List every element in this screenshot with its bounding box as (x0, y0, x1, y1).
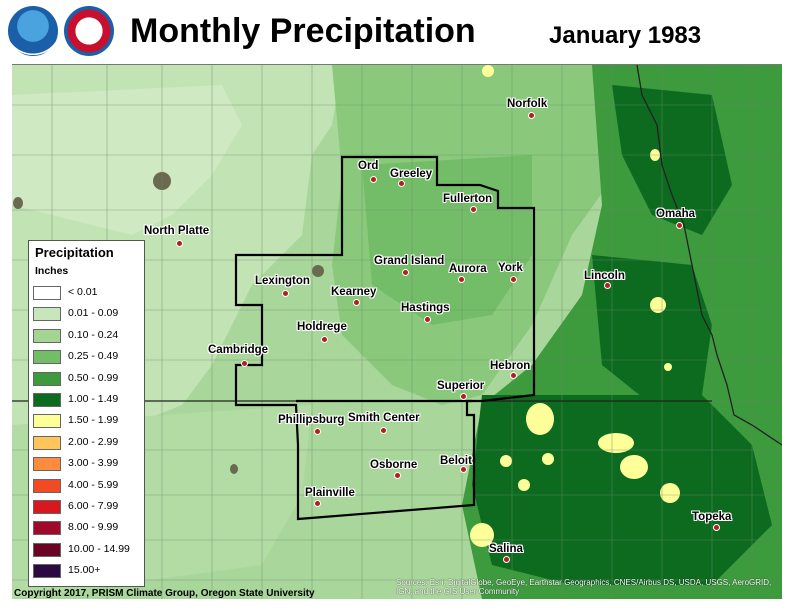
city-label: Kearney (331, 286, 377, 298)
map-attribution: Sources: Esri, DigitalGlobe, GeoEye, Ear… (396, 578, 772, 596)
city-marker-icon (510, 372, 517, 379)
legend-label: < 0.01 (68, 286, 98, 298)
city-marker-icon (503, 556, 510, 563)
legend-label: 3.00 - 3.99 (68, 457, 119, 470)
city-marker-icon (402, 269, 409, 276)
city-marker-icon (176, 240, 183, 247)
city-label: Grand Island (374, 255, 445, 267)
legend-swatch (33, 286, 61, 300)
legend-swatch (33, 393, 61, 407)
map-date: January 1983 (549, 22, 702, 49)
city-label: Lexington (255, 275, 310, 287)
legend-swatch (33, 478, 61, 493)
city-marker-icon (241, 360, 248, 367)
legend-label: 10.00 - 14.99 (68, 542, 130, 555)
city-label: Fullerton (443, 193, 493, 205)
legend-label: 0.50 - 0.99 (68, 371, 119, 384)
city-marker-icon (460, 393, 467, 400)
legend-swatch (33, 328, 61, 343)
legend-label: 6.00 - 7.99 (68, 500, 119, 512)
legend-swatch (33, 371, 61, 386)
city-marker-icon (321, 336, 328, 343)
city-label: Osborne (370, 459, 418, 471)
legend-swatch (33, 500, 61, 514)
noaa-logo (8, 6, 58, 56)
city-marker-icon (713, 524, 720, 531)
city-label: Lincoln (584, 270, 625, 282)
legend-label: 1.50 - 1.99 (68, 414, 119, 427)
legend-swatch (33, 435, 61, 450)
legend-swatch (33, 307, 61, 322)
legend: Precipitation Inches < 0.01 0.01 - 0.09 0.… (28, 240, 145, 587)
legend-swatch (33, 542, 61, 557)
city-label: Aurora (449, 263, 487, 275)
city-marker-icon (424, 316, 431, 323)
legend-label: 15.00+ (68, 564, 101, 577)
precipitation-map[interactable] (12, 64, 782, 599)
city-marker-icon (398, 180, 405, 187)
city-label: Omaha (656, 208, 695, 220)
nws-logo (64, 6, 114, 56)
legend-label: 8.00 - 9.99 (68, 521, 119, 534)
city-marker-icon (370, 176, 377, 183)
legend-label: 0.10 - 0.24 (68, 328, 119, 341)
legend-label: 2.00 - 2.99 (68, 435, 119, 448)
city-label: Plainville (305, 487, 355, 499)
legend-swatch (33, 350, 61, 365)
map-title: Monthly Precipitation (130, 12, 476, 50)
city-marker-icon (676, 222, 683, 229)
city-label: Phillipsburg (278, 414, 345, 426)
city-label: Hastings (401, 302, 450, 314)
city-marker-icon (604, 282, 611, 289)
city-label: Norfolk (507, 98, 548, 110)
city-marker-icon (282, 290, 289, 297)
city-marker-icon (314, 500, 321, 507)
legend-label: 0.01 - 0.09 (68, 307, 119, 320)
map-canvas (12, 65, 782, 599)
city-label: Holdrege (297, 321, 347, 333)
city-label: Beloit (440, 455, 472, 467)
city-marker-icon (460, 466, 467, 473)
city-marker-icon (528, 112, 535, 119)
city-label: Ord (358, 160, 379, 172)
city-marker-icon (510, 276, 517, 283)
legend-label: 0.25 - 0.49 (68, 350, 119, 363)
city-label: York (498, 262, 523, 274)
city-marker-icon (394, 472, 401, 479)
city-label: Smith Center (348, 412, 420, 424)
city-label: Topeka (692, 511, 732, 523)
city-label: Cambridge (208, 344, 269, 356)
city-marker-icon (380, 427, 387, 434)
city-label: North Platte (144, 225, 210, 237)
header: Monthly Precipitation January 1983 (0, 0, 792, 64)
city-marker-icon (314, 428, 321, 435)
city-label: Salina (489, 543, 523, 555)
legend-swatch (33, 521, 61, 536)
city-marker-icon (458, 276, 465, 283)
city-label: Greeley (390, 168, 433, 180)
city-label: Superior (437, 380, 485, 392)
city-marker-icon (353, 299, 360, 306)
legend-label: 4.00 - 5.99 (68, 478, 119, 491)
legend-units: Inches (35, 265, 69, 277)
copyright: Copyright 2017, PRISM Climate Group, Ore… (14, 588, 315, 599)
legend-title: Precipitation (35, 245, 114, 260)
city-label: Hebron (490, 360, 531, 372)
legend-label: 1.00 - 1.49 (68, 393, 119, 405)
legend-swatch (33, 414, 61, 429)
city-marker-icon (470, 206, 477, 213)
legend-swatch (33, 457, 61, 472)
legend-swatch (33, 564, 61, 579)
